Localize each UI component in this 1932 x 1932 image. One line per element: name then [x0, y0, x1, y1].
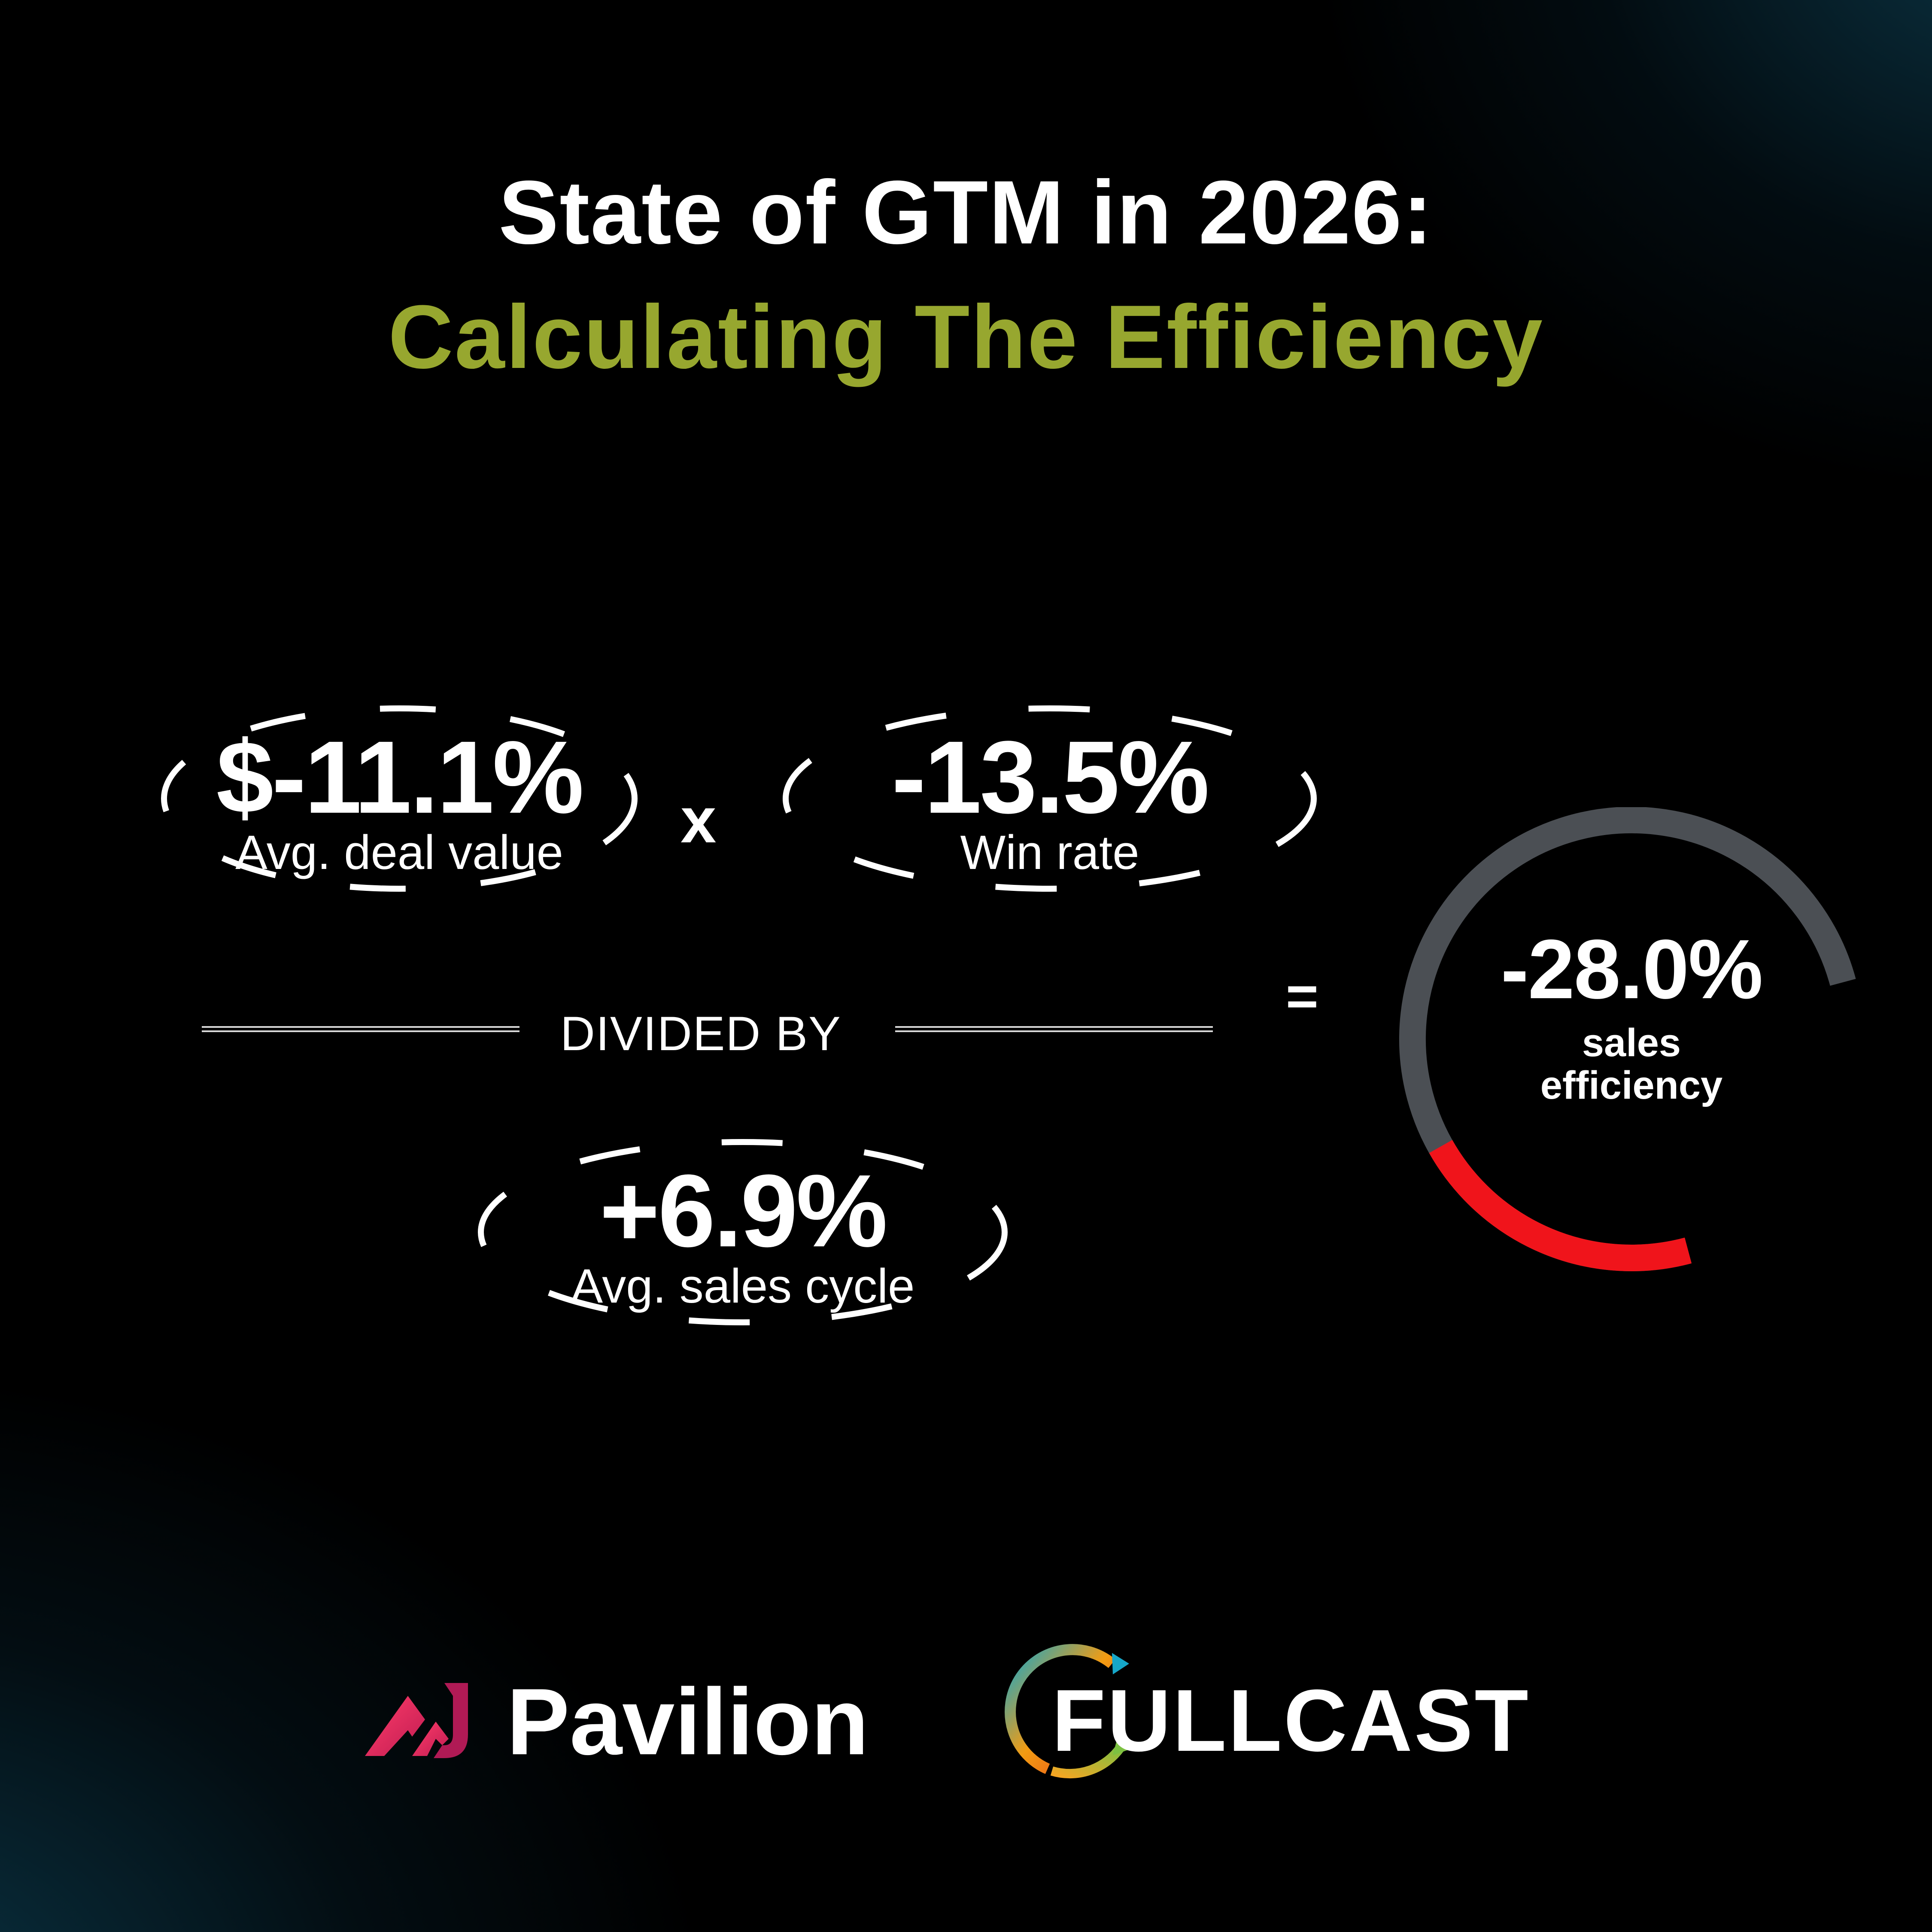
sales-efficiency-label-line2: efficiency: [1540, 1063, 1723, 1108]
metric-win-rate: -13.5% Win rate: [773, 700, 1327, 897]
sales-efficiency-label-line1: sales: [1582, 1021, 1681, 1065]
page-title: State of GTM in 2026:: [498, 162, 1434, 263]
fullcast-logo: FULLCAST: [1005, 1636, 1606, 1795]
fullcast-wordmark: FULLCAST: [1052, 1671, 1530, 1770]
dashed-bracket-ring: [783, 705, 1317, 892]
deal-value-number: $-11.1%: [216, 720, 584, 835]
page-subtitle: Calculating The Efficiency: [388, 286, 1544, 387]
sales-efficiency-label: sales efficiency: [1387, 1021, 1876, 1108]
metric-deal-value: $-11.1% Avg. deal value: [155, 700, 644, 897]
multiply-symbol: x: [680, 784, 717, 856]
deal-value-label: Avg. deal value: [235, 826, 563, 879]
win-rate-number: -13.5%: [891, 720, 1209, 835]
divided-by-label: DIVIDED BY: [560, 1007, 841, 1060]
gauge-arc: [1399, 807, 1856, 1271]
sales-cycle-label: Avg. sales cycle: [571, 1259, 915, 1313]
dashed-bracket-ring: [478, 1139, 1008, 1325]
pavilion-wordmark: Pavilion: [507, 1669, 869, 1774]
fullcast-ring-icon: [1005, 1644, 1129, 1779]
win-rate-label: Win rate: [960, 826, 1139, 879]
gauge-negative-fill: [1429, 1140, 1692, 1271]
sales-cycle-number: +6.9%: [599, 1153, 887, 1268]
metric-sales-cycle: +6.9% Avg. sales cycle: [468, 1133, 1018, 1331]
sales-efficiency-gauge: -28.0% sales efficiency: [1387, 807, 1876, 1297]
divider-line-right: [895, 1026, 1213, 1032]
divider-line-left: [202, 1026, 519, 1032]
dashed-bracket-ring: [161, 705, 638, 892]
sales-efficiency-value: -28.0%: [1501, 922, 1763, 1016]
equals-symbol: =: [1286, 965, 1318, 1027]
pavilion-mark-icon: [365, 1683, 468, 1758]
pavilion-logo: Pavilion: [361, 1666, 927, 1769]
